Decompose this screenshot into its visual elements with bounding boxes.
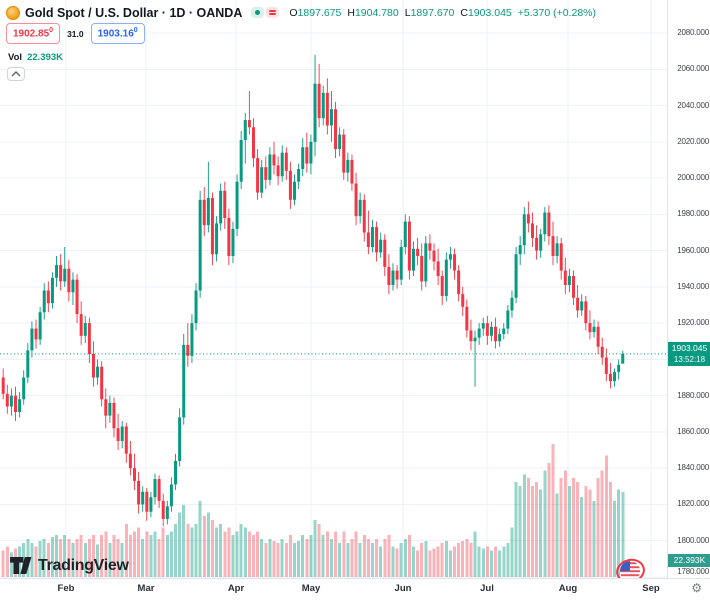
volume-legend-value: 22.393K [27, 51, 63, 63]
grid-lines [0, 0, 667, 578]
ohlc-readout: O1897.675 H1904.780 L1897.670 C1903.045 … [289, 7, 596, 19]
low-label: L [404, 6, 411, 19]
time-axis[interactable]: ⚙ Feb Mar Apr May Jun Jul Aug Sep [0, 578, 710, 600]
green-dot-icon [255, 10, 261, 15]
tradingview-logo-icon [10, 556, 32, 575]
open-value: 1897.675 [297, 6, 342, 19]
high-label: H [347, 6, 355, 19]
tradingview-logo[interactable]: TradingView [10, 556, 129, 575]
time-tick-label-may: May [301, 583, 321, 594]
price-tick-label: 1780.000 [677, 567, 709, 576]
high-value: 1904.780 [354, 6, 399, 19]
buy-button[interactable]: 1903.160 [90, 23, 145, 44]
price-tick-label: 1920.000 [677, 318, 709, 328]
news-indicator[interactable] [266, 7, 280, 18]
red-lines-icon [269, 10, 277, 12]
price-tick-label: 1840.000 [677, 463, 709, 473]
close-value: 1903.045 [467, 6, 512, 19]
bar-countdown: 13:52:18 [673, 354, 706, 364]
price-tick-label: 2000.000 [677, 173, 709, 183]
price-tick-label: 2080.000 [677, 28, 709, 37]
market-open-indicator[interactable] [251, 7, 265, 18]
chevron-up-icon [11, 71, 21, 77]
volume-bars [1, 444, 625, 577]
open-label: O [289, 6, 298, 19]
axis-settings-gear-icon[interactable]: ⚙ [691, 581, 702, 595]
price-tick-label: 1860.000 [677, 426, 709, 436]
current-price-label: 1903.045 13:52:18 [668, 341, 710, 366]
symbol-title[interactable]: Gold Spot / U.S. Dollar · 1D · OANDA [25, 5, 243, 20]
price-tick-label: 1800.000 [677, 535, 709, 545]
candles[interactable] [1, 54, 625, 527]
time-tick-label-feb: Feb [57, 583, 75, 594]
volume-axis-label: 22.393K [668, 554, 710, 567]
price-tick-label: 2060.000 [677, 64, 709, 74]
collapse-legend-button[interactable] [7, 67, 25, 81]
price-tick-label: 1980.000 [677, 209, 709, 219]
price-axis[interactable]: 2080.000 2060.000 2040.000 2020.000 2000.000… [667, 0, 710, 578]
volume-legend-label: Vol [8, 51, 23, 63]
gold-coin-icon [6, 5, 20, 20]
price-tick-label: 1820.000 [677, 499, 709, 509]
time-tick-label-sep: Sep [642, 583, 660, 594]
price-tick-label: 1880.000 [677, 390, 709, 400]
time-tick-label-mar: Mar [137, 583, 155, 594]
tradingview-logo-text: TradingView [38, 556, 129, 574]
sell-button[interactable]: 1902.850 [6, 23, 61, 44]
price-tick-label: 1960.000 [677, 245, 709, 255]
spread-value: 31.0 [67, 28, 84, 39]
price-tick-label: 2020.000 [677, 136, 709, 146]
price-tick-label: 2040.000 [677, 100, 709, 110]
red-lines-icon [269, 13, 277, 15]
time-tick-label-apr: Apr [227, 583, 245, 594]
time-tick-label-jun: Jun [394, 583, 412, 594]
time-tick-label-jul: Jul [480, 583, 494, 594]
low-value: 1897.670 [410, 6, 455, 19]
close-label: C [460, 6, 468, 19]
current-price-value: 1903.045 [671, 342, 708, 353]
time-tick-label-aug: Aug [558, 583, 578, 594]
price-tick-label: 1940.000 [677, 281, 709, 291]
chart-legend: Gold Spot / U.S. Dollar · 1D · OANDA O18… [6, 4, 596, 81]
change-value: +5.370 (+0.28%) [517, 6, 596, 19]
